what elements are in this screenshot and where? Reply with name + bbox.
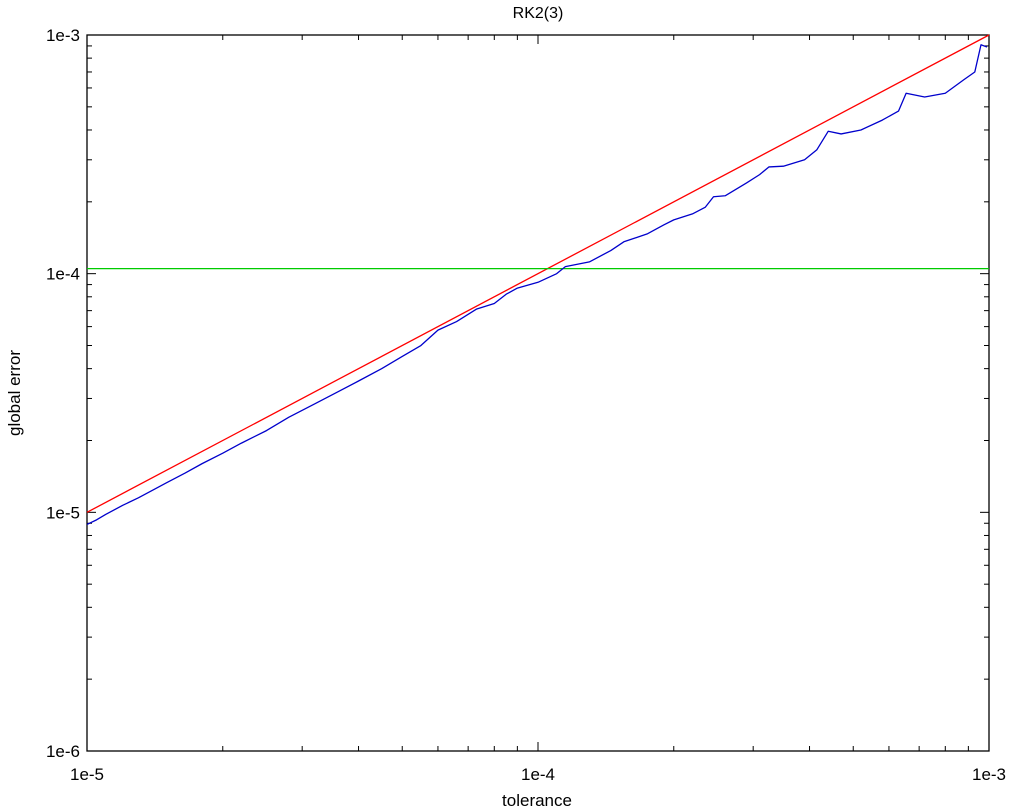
y-tick-label: 1e-5 xyxy=(46,503,80,522)
x-tick-label: 1e-3 xyxy=(972,765,1006,784)
minor-ticks xyxy=(86,35,989,752)
x-tick-label: 1e-4 xyxy=(521,765,555,784)
plot-frame xyxy=(86,34,990,752)
chart-title: RK2(3) xyxy=(513,5,564,22)
x-tick-labels: 1e-5 1e-4 1e-3 xyxy=(70,765,1006,784)
plot-border xyxy=(86,34,990,752)
y-tick-label: 1e-6 xyxy=(46,742,80,761)
y-tick-label: 1e-4 xyxy=(46,265,80,284)
x-axis-title: tolerance xyxy=(502,791,572,810)
series-line-2 xyxy=(86,44,988,525)
y-axis-title: global error xyxy=(5,350,24,436)
y-tick-labels: 1e-6 1e-5 1e-4 1e-3 xyxy=(46,26,80,761)
series-layer xyxy=(86,34,990,525)
y-tick-label: 1e-3 xyxy=(46,26,80,45)
series-line-0 xyxy=(86,34,990,513)
x-tick-label: 1e-5 xyxy=(70,765,104,784)
